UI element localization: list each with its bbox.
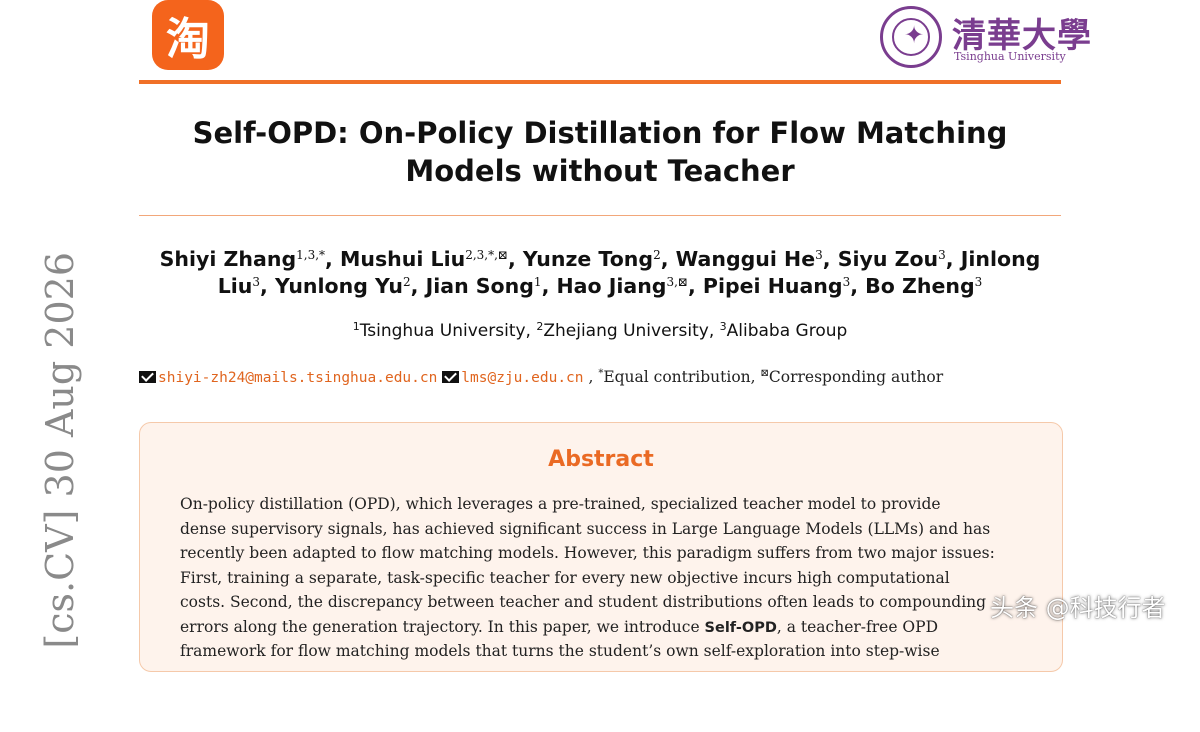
author: Mushui Liu2,3,*,⊠,: [339, 247, 523, 271]
abstract-text: On-policy distillation (OPD), which leve…: [180, 493, 1030, 665]
tsinghua-logo: ✦ 清華大學 Tsinghua University: [880, 6, 1091, 70]
title-rule: [139, 215, 1061, 216]
email-link-2[interactable]: lms@zju.edu.cn: [461, 370, 584, 386]
title-line-2: Models without Teacher: [405, 154, 795, 188]
abstract-line: framework for flow matching models that …: [180, 642, 940, 660]
affiliation: 3Alibaba Group: [719, 320, 848, 341]
arxiv-stamp: [cs.CV] 30 Aug 2026: [38, 252, 82, 649]
abstract-line: dense supervisory signals, has achieved …: [180, 519, 991, 538]
taobao-logo-char: 淘: [166, 14, 210, 65]
author: Shiyi Zhang1,3,*,: [159, 247, 340, 271]
author-line-2: Liu3, Yunlong Yu2, Jian Song1, Hao Jiang…: [139, 273, 1061, 300]
paper-title: Self-OPD: On-Policy Distillation for Flo…: [139, 114, 1061, 190]
tsinghua-name-en: Tsinghua University: [954, 50, 1066, 63]
affiliation: 1Tsinghua University: [352, 320, 526, 341]
contact-line: shiyi-zh24@mails.tsinghua.edu.cn lms@zju…: [139, 368, 1061, 386]
author: Pipei Huang3,: [702, 274, 866, 298]
abstract-line: First, training a separate, task-specifi…: [180, 568, 950, 587]
author: Liu3,: [217, 274, 275, 298]
header-rule: [139, 80, 1061, 84]
watermark: 头条 @科技行者: [990, 594, 1166, 622]
taobao-logo: 淘: [152, 0, 224, 70]
abstract-box: Abstract On-policy distillation (OPD), w…: [139, 422, 1063, 672]
mail-icon: [139, 371, 156, 383]
tsinghua-name-cn: 清華大學: [952, 16, 1092, 56]
abstract-line: errors along the generation trajectory. …: [180, 617, 938, 636]
author: Hao Jiang3,⊠,: [556, 274, 703, 298]
affiliations: 1Tsinghua University, 2Zhejiang Universi…: [352, 320, 848, 341]
affiliation: 2Zhejiang University: [536, 320, 709, 341]
corresponding-author-note: Corresponding author: [768, 368, 944, 386]
author: Bo Zheng3: [865, 274, 983, 298]
tsinghua-seal-icon: ✦: [880, 6, 942, 68]
email-link-1[interactable]: shiyi-zh24@mails.tsinghua.edu.cn: [158, 370, 438, 386]
title-line-1: Self-OPD: On-Policy Distillation for Flo…: [192, 116, 1008, 150]
author-line-1: Shiyi Zhang1,3,*, Mushui Liu2,3,*,⊠, Yun…: [139, 246, 1061, 273]
abstract-line: recently been adapted to flow matching m…: [180, 544, 995, 562]
author: Yunze Tong2,: [522, 247, 676, 271]
corresponding-marker: ⊠: [760, 368, 769, 379]
author-list: Shiyi Zhang1,3,*, Mushui Liu2,3,*,⊠, Yun…: [139, 246, 1061, 300]
author: Yunlong Yu2,: [274, 274, 426, 298]
author: Wanggui He3,: [675, 247, 838, 271]
abstract-heading: Abstract: [548, 447, 654, 472]
mail-icon: [442, 371, 460, 383]
author: Jian Song1,: [425, 274, 557, 298]
abstract-line: costs. Second, the discrepancy between t…: [180, 593, 987, 611]
author: Siyu Zou3,: [837, 247, 961, 271]
equal-contribution-note: Equal contribution: [603, 368, 751, 386]
abstract-line: On-policy distillation (OPD), which leve…: [180, 495, 941, 513]
author: Jinlong: [960, 247, 1041, 271]
equal-marker: *: [598, 368, 604, 379]
